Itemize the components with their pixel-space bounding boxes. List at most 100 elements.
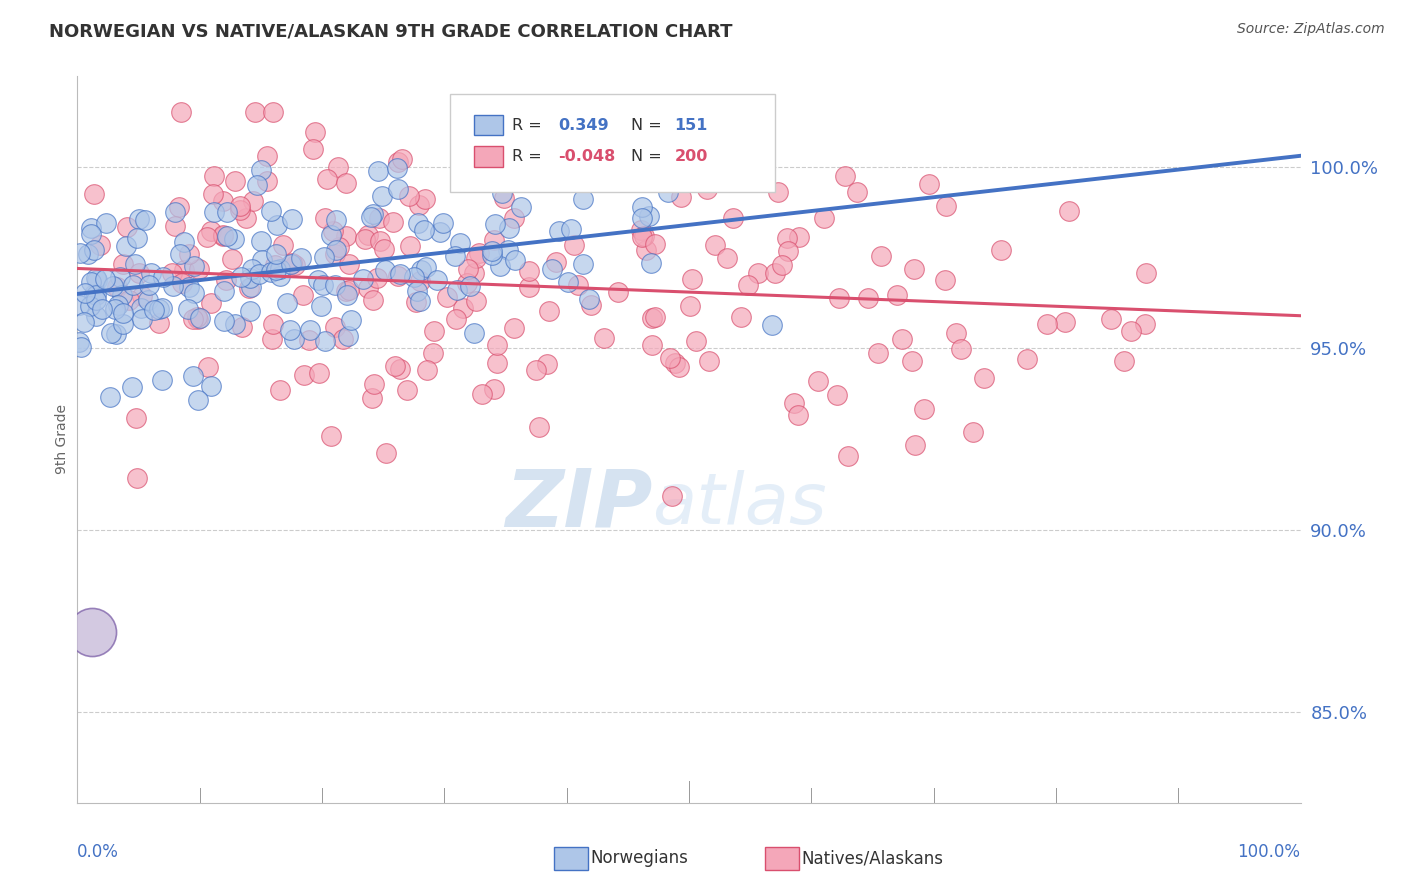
Point	[704, 238, 727, 252]
Text: 0.349: 0.349	[558, 118, 609, 133]
Point	[449, 236, 471, 251]
Point	[325, 213, 347, 227]
Point	[415, 260, 437, 275]
Point	[112, 305, 135, 319]
Point	[458, 278, 481, 293]
Point	[264, 247, 287, 261]
Point	[363, 207, 385, 221]
Point	[766, 186, 789, 200]
Point	[606, 285, 628, 299]
Point	[138, 293, 160, 307]
Point	[945, 326, 967, 341]
Point	[886, 288, 908, 302]
Point	[464, 251, 486, 265]
Point	[374, 262, 396, 277]
Point	[387, 182, 409, 196]
Point	[357, 228, 380, 243]
Point	[973, 371, 995, 385]
Point	[429, 225, 451, 239]
Point	[271, 238, 294, 252]
Point	[697, 354, 720, 368]
Point	[770, 258, 793, 272]
Point	[567, 278, 589, 293]
Point	[664, 356, 686, 370]
Point	[498, 220, 520, 235]
Point	[323, 277, 346, 292]
Point	[560, 222, 582, 236]
Point	[1099, 312, 1122, 326]
Point	[630, 222, 652, 236]
Point	[173, 235, 195, 250]
Point	[845, 186, 868, 200]
Point	[335, 176, 357, 190]
Point	[368, 234, 391, 248]
Point	[314, 211, 336, 225]
Text: -0.048: -0.048	[558, 149, 616, 164]
Text: R =: R =	[512, 149, 541, 164]
Point	[631, 230, 654, 244]
Point	[572, 257, 595, 271]
Point	[336, 288, 359, 302]
Point	[260, 204, 283, 219]
Point	[125, 231, 148, 245]
Point	[352, 271, 374, 285]
Point	[1133, 317, 1156, 331]
Point	[75, 286, 97, 301]
Point	[1017, 351, 1039, 366]
Point	[415, 363, 437, 377]
Point	[125, 410, 148, 425]
Point	[337, 329, 360, 343]
Point	[312, 278, 335, 293]
Point	[163, 219, 186, 233]
Point	[456, 277, 478, 291]
Point	[761, 318, 783, 332]
Point	[214, 273, 236, 287]
Point	[517, 279, 540, 293]
Point	[1121, 324, 1143, 338]
Point	[578, 292, 600, 306]
Point	[240, 279, 263, 293]
Point	[131, 288, 153, 302]
Point	[231, 270, 253, 285]
Point	[294, 368, 316, 383]
Point	[281, 256, 304, 270]
Point	[917, 177, 939, 191]
Point	[84, 309, 107, 323]
Point	[426, 273, 449, 287]
Point	[307, 273, 329, 287]
Point	[152, 269, 174, 284]
Point	[290, 252, 312, 266]
Point	[337, 258, 360, 272]
Point	[250, 162, 273, 177]
Point	[457, 261, 479, 276]
Point	[117, 220, 139, 235]
Point	[486, 338, 509, 352]
Point	[644, 310, 666, 324]
Point	[637, 209, 659, 223]
Point	[77, 247, 100, 261]
Point	[494, 191, 516, 205]
Point	[668, 359, 690, 374]
Point	[391, 152, 413, 166]
Point	[360, 210, 382, 224]
Point	[904, 438, 927, 452]
Point	[463, 266, 485, 280]
Point	[229, 202, 252, 217]
Point	[510, 200, 533, 214]
Point	[111, 257, 134, 271]
Point	[363, 376, 385, 391]
Point	[177, 280, 200, 294]
Point	[571, 108, 593, 122]
Point	[200, 296, 222, 310]
Point	[256, 149, 278, 163]
Text: N =: N =	[631, 149, 662, 164]
Point	[224, 317, 246, 331]
Point	[1112, 354, 1135, 368]
Point	[787, 408, 810, 422]
Point	[80, 275, 103, 289]
Point	[679, 299, 702, 313]
Point	[368, 211, 391, 225]
Point	[83, 287, 105, 301]
Point	[221, 252, 243, 266]
Point	[80, 221, 103, 235]
